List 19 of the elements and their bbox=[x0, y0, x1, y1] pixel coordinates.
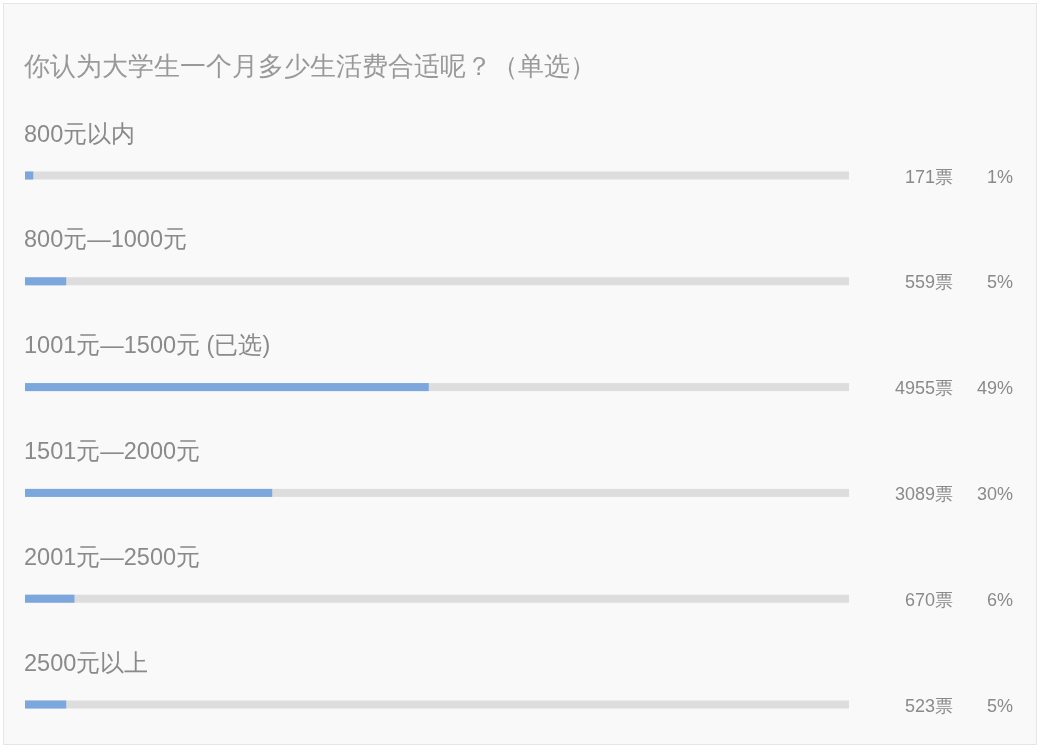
annotation: 523票 bbox=[904, 695, 953, 716]
category-label: 1501元—2000元 bbox=[24, 437, 201, 464]
category-label: 2001元—2500元 bbox=[24, 543, 201, 570]
value-label: 5% bbox=[987, 695, 1013, 716]
annotation: 171票 bbox=[904, 166, 953, 187]
value-label: 49% bbox=[976, 378, 1013, 399]
category-label: 800元—1000元 bbox=[24, 226, 187, 253]
annotation: 4955票 bbox=[894, 378, 953, 399]
category-label: 2500元以上 bbox=[24, 649, 149, 676]
annotation: 3089票 bbox=[894, 483, 953, 504]
category-label: 800元以内 bbox=[24, 120, 136, 147]
title: 你认为大学生一个月多少生活费合适呢？（单选） bbox=[24, 51, 596, 81]
value-label: 6% bbox=[987, 589, 1013, 610]
category-label: 1001元—1500元 (已选) bbox=[24, 332, 271, 359]
value-label: 1% bbox=[987, 166, 1013, 187]
value-label: 30% bbox=[976, 483, 1013, 504]
annotation: 670票 bbox=[904, 589, 953, 610]
annotation: 559票 bbox=[904, 272, 953, 293]
value-label: 5% bbox=[987, 272, 1013, 293]
